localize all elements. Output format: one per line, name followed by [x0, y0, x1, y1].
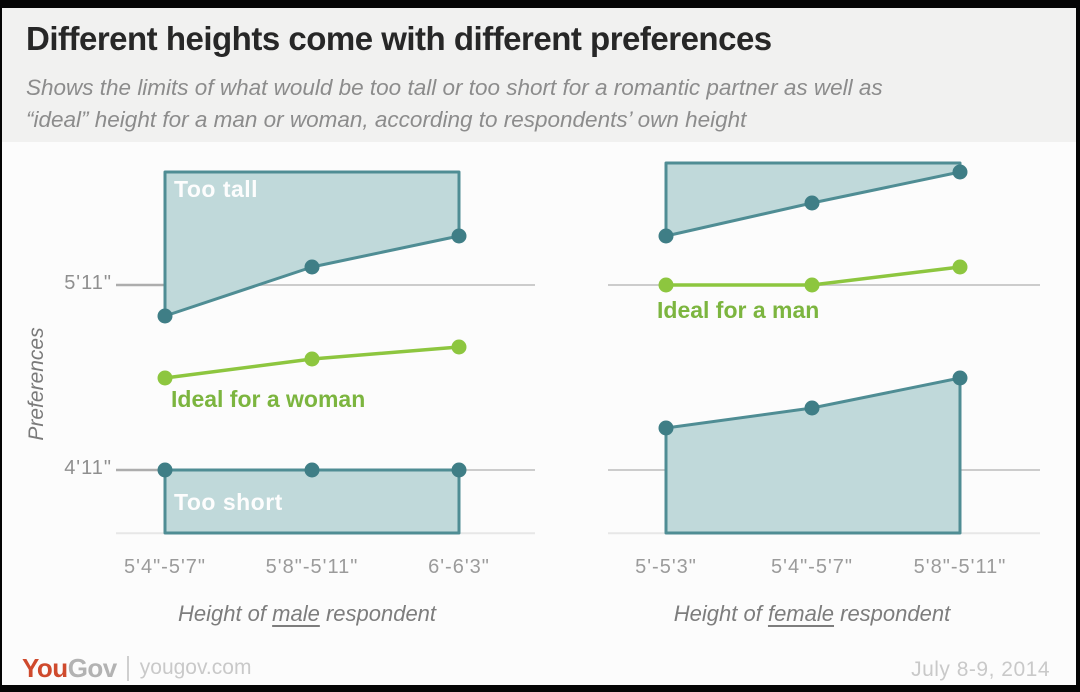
y-tick-label-511: 5'11" — [64, 272, 112, 294]
x-tick-label: 5'-5'3" — [635, 556, 697, 578]
right-frame-bar — [1076, 0, 1080, 692]
footer-date: July 8-9, 2014 — [911, 658, 1050, 681]
footer-divider — [126, 655, 129, 681]
logo-you: You — [22, 652, 68, 683]
left-frame-bar — [0, 0, 2, 692]
subtitle-line-2: “ideal” height for a man or woman, accor… — [26, 106, 747, 132]
y-tick-label-411: 4'11" — [64, 457, 112, 479]
top-frame-bar — [0, 0, 1080, 8]
subtitle-line-1: Shows the limits of what would be too ta… — [26, 75, 883, 100]
axis-title-prefix: Height of — [177, 601, 273, 626]
ideal-for-man-label: Ideal for a man — [657, 297, 820, 323]
page-title: Different heights come with different pr… — [26, 20, 772, 57]
bottom-frame-bar — [0, 685, 1080, 692]
x-tick-label: 5'4"-5'7" — [124, 556, 206, 578]
x-tick-label: 5'4"-5'7" — [771, 556, 853, 578]
axis-title-word: male — [272, 601, 320, 626]
axis-title-prefix: Height of — [673, 601, 768, 626]
page-subtitle: Shows the limits of what would be too ta… — [26, 72, 883, 135]
x-tick-label: 5'8"-5'11" — [913, 556, 1007, 578]
axis-title-suffix: respondent — [834, 601, 951, 626]
yougov-logo: YouGov — [22, 653, 117, 684]
x-axis-title-male: Height of male respondent — [178, 601, 436, 627]
x-axis-title-female: Height of female respondent — [674, 601, 950, 627]
logo-gov: Gov — [67, 652, 118, 683]
footer: YouGov yougov.com — [22, 652, 251, 684]
axis-title-suffix: respondent — [319, 601, 437, 626]
header: Different heights come with different pr… — [2, 8, 1076, 142]
x-tick-label: 6'-6'3" — [428, 556, 490, 578]
ideal-for-woman-label: Ideal for a woman — [171, 386, 366, 412]
x-tick-label: 5'8"-5'11" — [265, 556, 359, 578]
too-short-region-label: Too short — [174, 489, 283, 515]
axis-title-word: female — [767, 601, 835, 626]
y-axis-title: Preferences — [25, 327, 48, 441]
footer-site-url: yougov.com — [139, 656, 252, 679]
too-tall-region-label: Too tall — [174, 176, 259, 202]
